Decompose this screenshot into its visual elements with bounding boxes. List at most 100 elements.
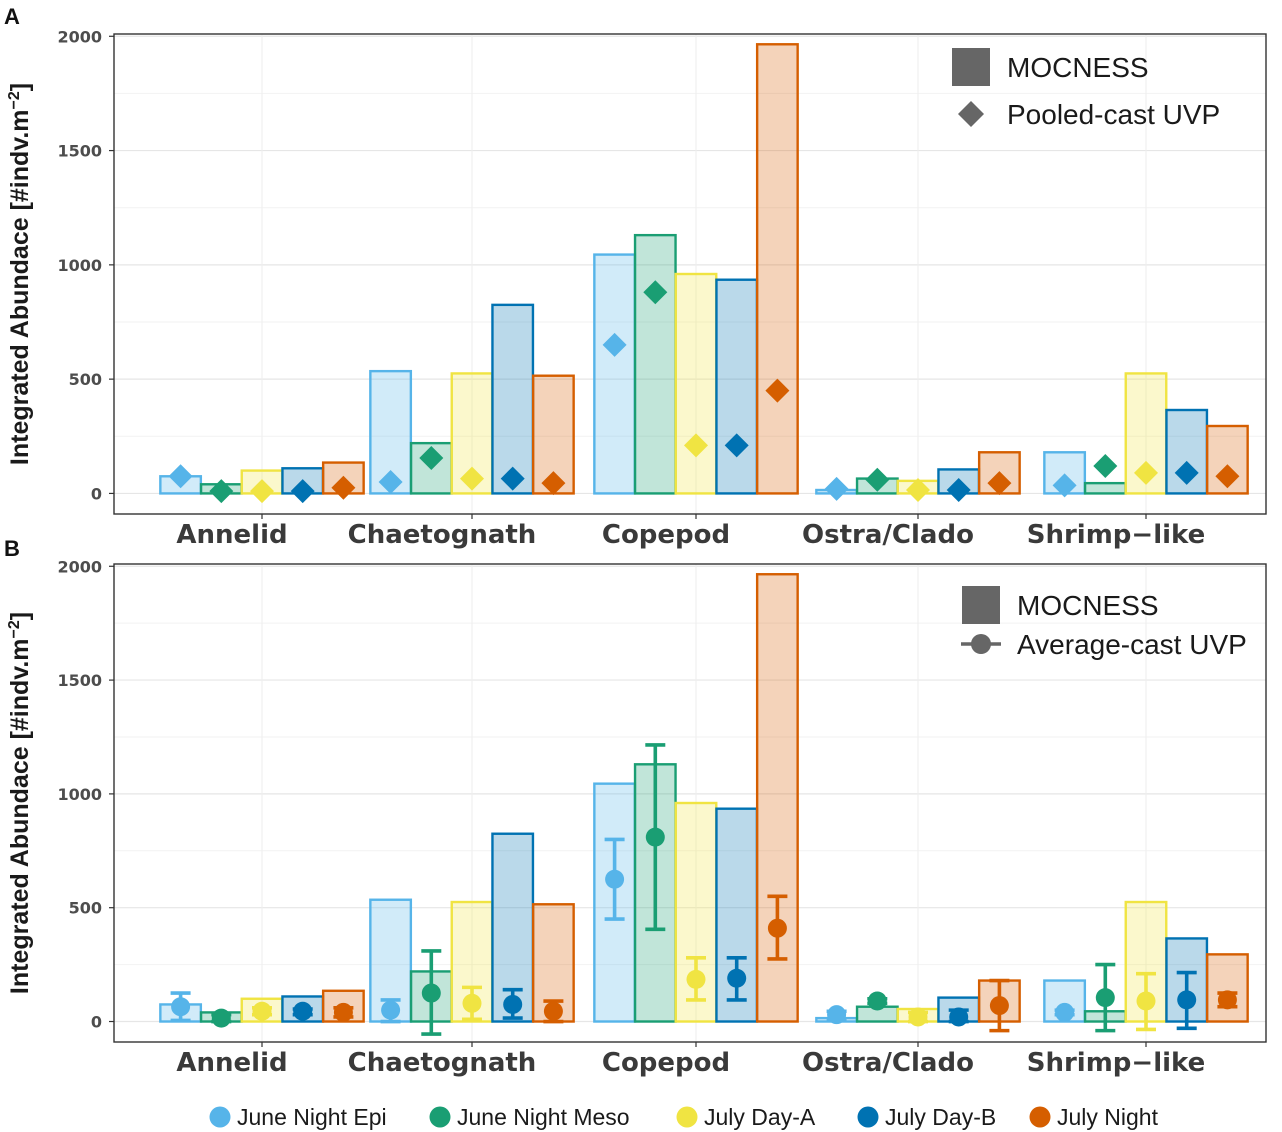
- legend-key-uvp: [971, 634, 991, 654]
- x-tick-label: Copepod: [602, 520, 730, 550]
- legend: MOCNESS Pooled-cast UVP: [952, 48, 1220, 130]
- bar-mocness-june-night-epi: [593, 782, 637, 1023]
- uvp-mean-point: [605, 869, 625, 889]
- uvp-mean-point: [1217, 990, 1237, 1010]
- bottom-legend-label: July Day-B: [885, 1104, 996, 1130]
- x-tick-label: Chaetognath: [348, 1048, 537, 1078]
- bottom-legend: June Night Epi June Night Meso July Day-A J…: [209, 1104, 1159, 1130]
- bottom-legend-key: [676, 1106, 698, 1128]
- uvp-diamond-point: [906, 478, 930, 502]
- bar-mocness-june-night-meso: [1083, 481, 1127, 495]
- uvp-mean-point: [908, 1007, 928, 1027]
- uvp-mean-point: [1055, 1002, 1075, 1022]
- uvp-diamond-point: [1093, 454, 1118, 478]
- uvp-mean-point: [1095, 988, 1115, 1008]
- panel-A: A 0 500 1000 1500 2000 Integrated Abundace [#i…: [4, 4, 1267, 550]
- uvp-diamond-point: [460, 466, 484, 491]
- x-tick-label: Copepod: [602, 1048, 730, 1078]
- uvp-mean-point: [293, 1001, 313, 1021]
- uvp-mean-point: [381, 1000, 401, 1020]
- uvp-diamond-point: [946, 478, 971, 502]
- uvp-mean-point: [989, 996, 1009, 1016]
- uvp-diamond-point: [331, 475, 356, 500]
- bottom-legend-key: [857, 1106, 879, 1128]
- bar-mocness-july-day-a: [674, 272, 718, 495]
- legend-key-mocness: [952, 48, 990, 86]
- uvp-diamond-point: [724, 433, 749, 458]
- uvp-mean-point: [827, 1005, 847, 1025]
- uvp-diamond-point: [290, 479, 315, 504]
- y-tick-label: 1500: [57, 142, 102, 161]
- uvp-diamond-point: [865, 467, 890, 492]
- uvp-diamond-point: [1052, 473, 1077, 498]
- uvp-mean-point: [867, 991, 887, 1011]
- uvp-mean-point: [543, 1001, 563, 1021]
- bar-mocness-july-night: [1205, 953, 1249, 1023]
- plot-border: [113, 33, 1267, 515]
- panel-label: A: [4, 4, 20, 29]
- y-tick-label: 1000: [57, 256, 102, 275]
- uvp-diamond-point: [168, 464, 193, 489]
- uvp-diamond-point: [500, 466, 525, 491]
- x-tick-label: Annelid: [176, 1048, 287, 1078]
- uvp-diamond-point: [684, 433, 708, 458]
- uvp-diamond-point: [1215, 464, 1240, 489]
- uvp-mean-point: [421, 983, 441, 1003]
- uvp-mean-point: [211, 1008, 231, 1028]
- legend-key-uvp: [958, 101, 984, 127]
- bar-mocness-july-night: [755, 43, 799, 495]
- y-tick-label: 2000: [57, 27, 102, 46]
- uvp-diamond-point: [824, 476, 849, 501]
- bottom-legend-label: June Night Epi: [237, 1104, 387, 1130]
- uvp-mean-point: [949, 1007, 969, 1027]
- plot-border: [113, 563, 1267, 1043]
- uvp-diamond-point: [987, 471, 1012, 496]
- uvp-mean-point: [1177, 990, 1197, 1010]
- y-axis-label: Integrated Abundace [#indv.m−2]: [6, 612, 34, 994]
- bottom-legend-label: June Night Meso: [457, 1104, 630, 1130]
- uvp-mean-point: [252, 1001, 272, 1021]
- y-axis-label: Integrated Abundace [#indv.m−2]: [6, 83, 34, 465]
- x-tick-label: Annelid: [176, 520, 287, 550]
- uvp-diamond-point: [419, 446, 444, 470]
- uvp-diamond-point: [765, 378, 790, 403]
- uvp-mean-point: [645, 827, 665, 847]
- uvp-diamond-point: [541, 471, 566, 496]
- uvp-diamond-point: [1174, 460, 1199, 485]
- bar-mocness-july-day-b: [491, 303, 535, 495]
- uvp-mean-point: [503, 994, 523, 1014]
- bottom-legend-label: July Day-A: [704, 1104, 816, 1130]
- uvp-diamond-point: [250, 479, 274, 504]
- legend-label-mocness: MOCNESS: [1007, 52, 1149, 83]
- legend-label-uvp: Average-cast UVP: [1017, 629, 1247, 660]
- uvp-mean-point: [462, 993, 482, 1013]
- y-tick-label: 0: [91, 1013, 102, 1032]
- y-tick-label: 0: [91, 484, 102, 503]
- uvp-diamond-point: [209, 479, 234, 504]
- bottom-legend-label: July Night: [1057, 1104, 1159, 1130]
- uvp-mean-point: [767, 918, 787, 938]
- bar-mocness-july-day-b: [715, 278, 759, 495]
- x-tick-label: Ostra/Clado: [802, 520, 974, 550]
- legend-label-uvp: Pooled-cast UVP: [1007, 99, 1220, 130]
- bottom-legend-key: [209, 1106, 231, 1128]
- panel-B: B 0 500 1000 1500 2000 Integrated Abundace [#i…: [4, 536, 1267, 1078]
- bottom-legend-key: [429, 1106, 451, 1128]
- uvp-diamond-point: [602, 332, 627, 357]
- x-tick-label: Shrimp−like: [1027, 1048, 1206, 1078]
- legend-key-mocness: [962, 586, 1000, 624]
- x-tick-label: Chaetognath: [348, 520, 537, 550]
- uvp-diamond-point: [378, 470, 403, 494]
- uvp-mean-point: [1136, 991, 1156, 1011]
- uvp-mean-point: [171, 997, 191, 1017]
- bar-mocness-july-night: [321, 461, 365, 495]
- legend-label-mocness: MOCNESS: [1017, 590, 1159, 621]
- y-tick-label: 2000: [57, 557, 102, 576]
- bottom-legend-key: [1029, 1106, 1051, 1128]
- x-tick-label: Ostra/Clado: [802, 1048, 974, 1078]
- legend: MOCNESS Average-cast UVP: [961, 586, 1247, 660]
- uvp-diamond-point: [643, 280, 668, 305]
- y-tick-label: 500: [69, 370, 102, 389]
- uvp-diamond-point: [1134, 460, 1158, 485]
